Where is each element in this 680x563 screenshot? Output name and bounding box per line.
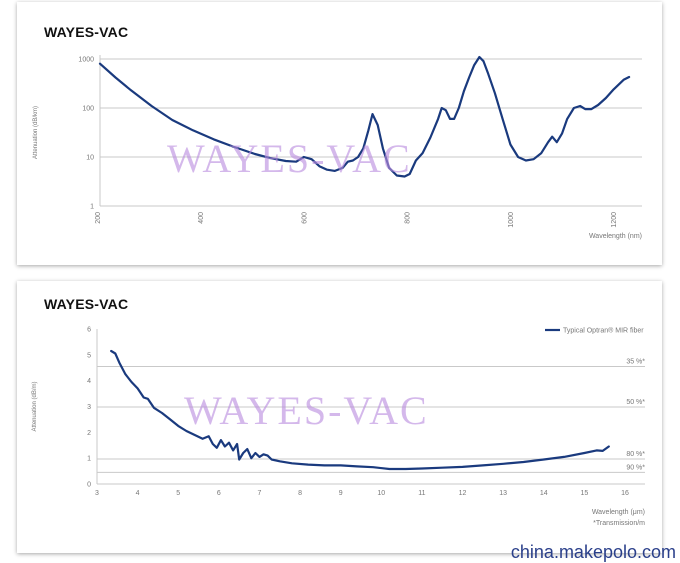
attenuation-nm-chart: 1 10 100 1000 200 400 600 800 1000 1200 Attenuatio… <box>33 55 642 240</box>
x-tick-label: 14 <box>540 490 548 497</box>
chart-panel-bottom: WAYES-VAC 0 1 2 3 4 5 6 35 %* 50 %* 80 %* 90 %* 3 4 5… <box>17 281 662 553</box>
reference-line-label: 50 %* <box>626 399 645 406</box>
brand-label-top: WAYES-VAC <box>44 24 129 40</box>
legend-label: Typical Optran® MIR fiber <box>563 327 644 335</box>
x-tick-label: 12 <box>459 490 467 497</box>
chart-panel-top: WAYES-VAC 1 10 100 1000 200 400 600 800 1000 1200… <box>17 2 662 265</box>
x-tick-label: 13 <box>499 490 507 497</box>
x-tick-label: 600 <box>301 212 308 224</box>
footnote-label: *Transmission/m <box>593 520 645 527</box>
mir-fiber-curve <box>110 349 610 471</box>
x-tick-label: 3 <box>95 490 99 497</box>
x-tick-label: 9 <box>339 490 343 497</box>
x-axis-label: Wavelength (μm) <box>592 509 645 516</box>
x-tick-label: 8 <box>298 490 302 497</box>
y-axis-label: Attenuation (dB/m) <box>32 381 38 431</box>
x-tick-label: 200 <box>95 212 102 224</box>
y-tick-label: 2 <box>87 430 91 437</box>
x-tick-label: 15 <box>580 490 588 497</box>
reference-line-label: 80 %* <box>626 451 645 458</box>
x-tick-label: 800 <box>405 212 412 224</box>
y-tick-label: 1000 <box>78 57 94 64</box>
y-tick-label: 100 <box>82 106 94 113</box>
x-tick-label: 10 <box>377 490 385 497</box>
x-tick-label: 1000 <box>508 212 515 228</box>
reference-line-label: 35 %* <box>626 358 645 365</box>
x-tick-label: 400 <box>198 212 205 224</box>
brand-label-bottom: WAYES-VAC <box>44 296 129 312</box>
x-tick-label: 1200 <box>611 212 618 228</box>
y-tick-label: 5 <box>87 352 91 359</box>
x-tick-label: 16 <box>621 490 629 497</box>
y-tick-label: 4 <box>87 378 91 385</box>
x-axis-label: Wavelength (nm) <box>589 233 642 240</box>
x-tick-label: 6 <box>217 490 221 497</box>
x-tick-label: 7 <box>258 490 262 497</box>
y-tick-label: 6 <box>87 327 91 334</box>
y-tick-label: 3 <box>87 404 91 411</box>
x-tick-label: 11 <box>418 490 425 497</box>
x-tick-label: 4 <box>136 490 140 497</box>
y-tick-label: 0 <box>87 482 91 489</box>
y-tick-label: 1 <box>87 456 91 463</box>
site-credit: china.makepolo.com <box>510 542 676 562</box>
y-tick-label: 10 <box>86 155 94 162</box>
reference-line-label: 90 %* <box>626 464 645 471</box>
y-tick-label: 1 <box>90 204 94 211</box>
x-tick-label: 5 <box>176 490 180 497</box>
y-axis-label: Attenuation (dB/km) <box>33 106 39 159</box>
attenuation-curve <box>98 55 631 178</box>
